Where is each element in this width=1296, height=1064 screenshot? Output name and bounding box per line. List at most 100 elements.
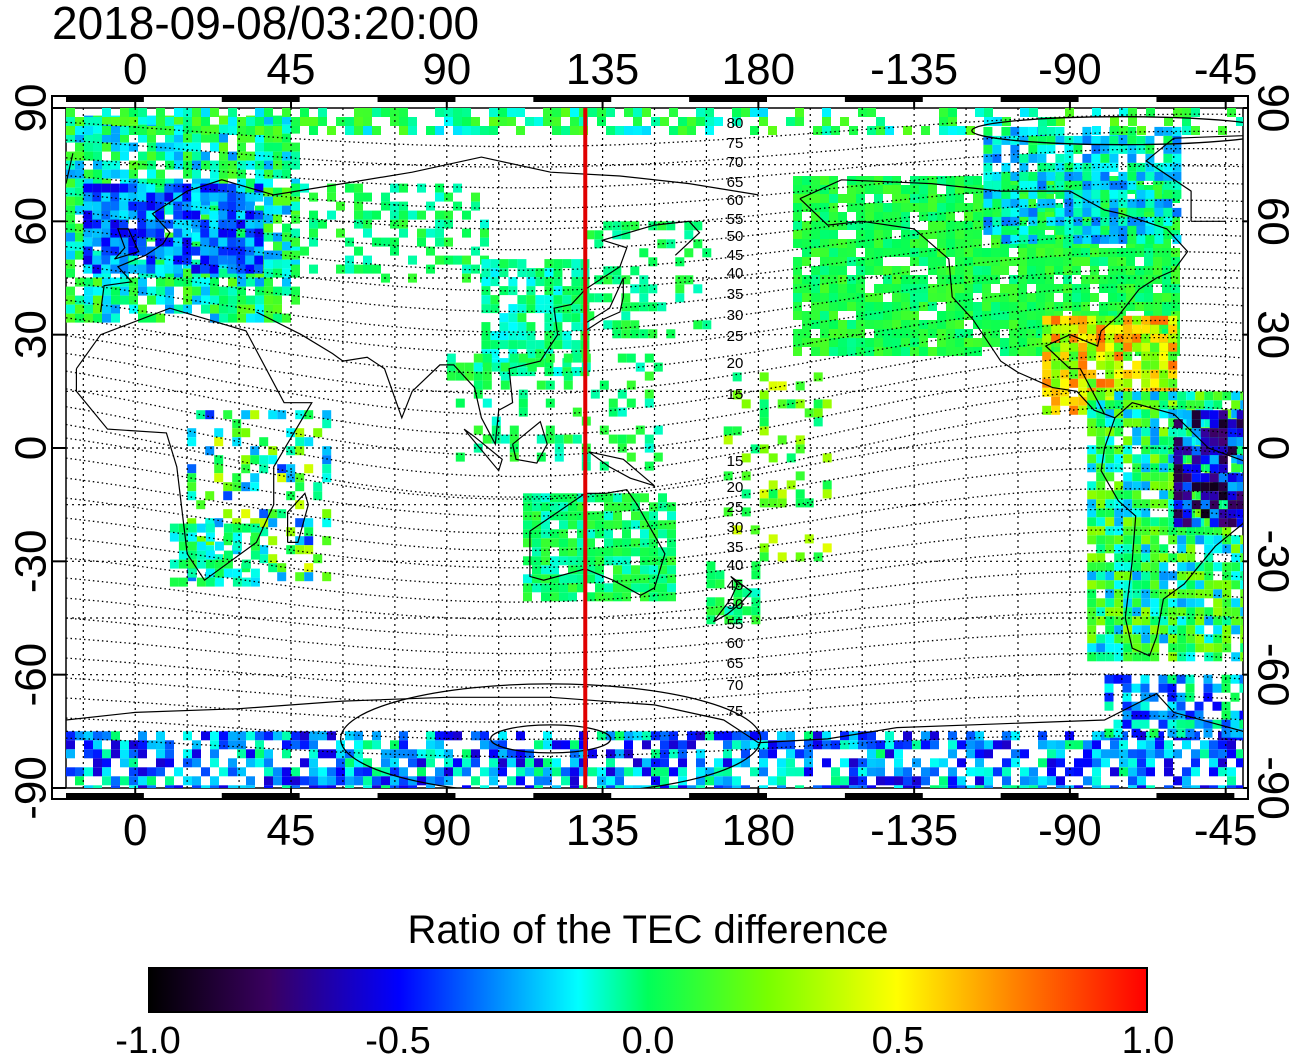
tec-cell — [1036, 338, 1045, 347]
tec-cell — [1186, 544, 1196, 554]
tec-cell — [223, 550, 233, 560]
tec-cell — [617, 353, 627, 363]
tec-cell — [570, 767, 579, 777]
tec-cell — [973, 230, 982, 239]
tec-cell — [723, 426, 733, 436]
tec-cell — [1182, 491, 1192, 501]
tec-cell — [165, 286, 174, 296]
tec-cell — [1168, 472, 1178, 482]
tec-cell — [1117, 257, 1126, 266]
tec-cell — [838, 275, 847, 284]
tec-cell — [83, 228, 93, 238]
tec-cell — [1230, 728, 1240, 738]
tec-cell — [1087, 616, 1097, 626]
tec-cell — [291, 767, 300, 777]
tec-cell — [669, 767, 678, 777]
tec-cell — [653, 425, 663, 435]
tec-cell — [345, 785, 354, 788]
tec-cell — [811, 203, 820, 212]
tec-cell — [649, 502, 658, 512]
tec-cell — [883, 230, 892, 239]
tec-cell — [517, 295, 527, 305]
tec-cell — [622, 493, 631, 503]
tec-cell — [741, 785, 750, 788]
tec-cell — [1168, 571, 1178, 581]
tec-cell — [250, 473, 260, 483]
tec-cell — [1173, 473, 1183, 483]
tec-cell — [523, 493, 532, 503]
tec-cell — [684, 230, 694, 240]
tec-cell — [164, 264, 174, 274]
tec-cell — [304, 545, 314, 555]
tec-cell — [829, 311, 838, 320]
tec-cell — [1036, 302, 1045, 311]
tec-cell — [822, 785, 831, 788]
tec-cell — [793, 212, 802, 221]
tec-cell — [1236, 509, 1243, 519]
tec-cell — [696, 767, 705, 777]
maglat-contour — [66, 354, 1243, 436]
tec-cell — [1087, 391, 1097, 401]
tec-cell — [930, 785, 939, 788]
maglat-label: 35 — [727, 539, 744, 556]
tec-cell — [741, 471, 751, 481]
tec-cell — [1150, 445, 1160, 455]
tec-cell — [586, 493, 595, 503]
tec-cell — [196, 523, 206, 533]
tec-cell — [525, 749, 534, 759]
tec-cell — [562, 340, 572, 350]
tec-cell — [241, 455, 251, 465]
tec-cell — [183, 286, 192, 296]
tec-cell — [66, 205, 75, 215]
tec-cell — [1132, 400, 1142, 410]
tec-cell — [802, 293, 811, 302]
tec-cell — [1141, 445, 1151, 455]
tec-cell — [813, 372, 823, 382]
tec-cell — [804, 740, 813, 750]
tec-cell — [966, 785, 975, 788]
tec-cell — [1072, 257, 1081, 266]
tec-cell — [1078, 333, 1088, 343]
tec-cell — [1177, 562, 1187, 572]
tec-cell — [273, 241, 282, 251]
tec-cell — [1092, 749, 1101, 759]
tec-cell — [1135, 275, 1144, 284]
tec-cell — [1082, 126, 1092, 136]
tec-cell — [1185, 710, 1195, 720]
tec-cell — [1231, 616, 1241, 626]
frame-bar — [377, 96, 456, 102]
tec-cell — [1105, 445, 1115, 455]
tec-cell — [622, 538, 631, 548]
lat-label-left: 0 — [7, 436, 56, 460]
tec-cell — [640, 511, 649, 521]
tec-cell — [1020, 785, 1029, 788]
tec-cell — [572, 434, 582, 444]
tec-cell — [705, 117, 714, 126]
tec-cell — [1108, 284, 1117, 293]
tec-cell — [759, 372, 769, 382]
tec-cell — [1127, 144, 1137, 154]
tec-cell — [820, 347, 829, 356]
tec-map: 8075706560555045403530252015152025303540… — [7, 45, 1296, 855]
tec-cell — [273, 169, 282, 179]
tec-cell — [1155, 740, 1164, 750]
tec-cell — [1227, 446, 1237, 456]
tec-cell — [786, 740, 795, 750]
tec-cell — [1159, 427, 1169, 437]
tec-cell — [273, 126, 282, 135]
tec-cell — [568, 547, 577, 557]
maglat-contour — [66, 446, 1243, 517]
tec-cell — [955, 275, 964, 284]
maglat-label: 65 — [727, 174, 744, 191]
tec-cell — [381, 785, 390, 788]
tec-cell — [1144, 275, 1153, 284]
tec-cell — [1123, 472, 1133, 482]
tec-cell — [291, 178, 300, 188]
tec-cell — [250, 518, 260, 528]
tec-cell — [820, 212, 829, 221]
tec-cell — [489, 749, 498, 759]
tec-cell — [883, 275, 892, 284]
colorbar-title: Ratio of the TEC difference — [407, 908, 889, 952]
tec-cell — [804, 749, 813, 759]
tec-cell — [1141, 324, 1151, 334]
